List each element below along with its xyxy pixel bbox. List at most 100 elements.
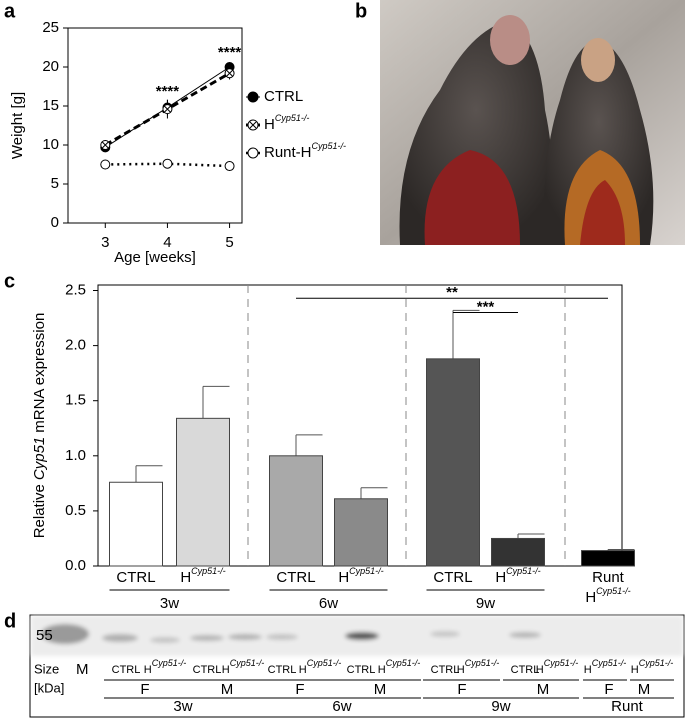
y-tick-label: 1.5 xyxy=(65,392,86,409)
y-tick-label: 0 xyxy=(51,214,59,231)
plot-frame xyxy=(67,27,243,224)
lane-label: CTRL xyxy=(511,664,540,676)
lane-label-base: H xyxy=(378,664,386,676)
x-axis-label: Age [weeks] xyxy=(114,249,196,266)
x-tick-label: HCyp51-/- xyxy=(180,566,225,586)
lane-label-base: CTRL xyxy=(112,664,141,676)
legend-label-base: CTRL xyxy=(264,88,303,105)
lane-label: HCyp51-/- xyxy=(584,658,626,676)
x-tick-label-line2: HCyp51-/- xyxy=(585,586,630,606)
series-line xyxy=(105,162,230,168)
bar xyxy=(176,417,230,567)
x-tick-label-base: H xyxy=(180,569,191,586)
blot-image xyxy=(31,616,683,656)
annotation: **** xyxy=(156,83,180,100)
annotation: **** xyxy=(218,44,242,61)
legend-label-base: H xyxy=(264,116,275,133)
panel-label: b xyxy=(355,0,367,22)
lane-label-superscript: Cyp51-/- xyxy=(386,658,421,668)
y-axis-label: Relative Cyp51 mRNA expression xyxy=(31,313,48,539)
lane-label: CTRL xyxy=(112,664,141,676)
lane-label: HCyp51-/- xyxy=(299,658,341,676)
data-point-cross xyxy=(226,69,233,77)
sex-label: F xyxy=(457,681,466,698)
lane-label-base: H xyxy=(144,664,152,676)
x-tick-label: HCyp51-/- xyxy=(338,566,383,586)
lane-label: HCyp51-/- xyxy=(457,658,499,676)
y-axis-label-part: Relative xyxy=(31,484,48,538)
x-tick-label-base: CTRL xyxy=(276,569,315,586)
x-tick-label-line2-superscript: Cyp51-/- xyxy=(596,586,631,596)
sex-label: M xyxy=(221,681,234,698)
data-point xyxy=(100,159,111,170)
y-axis-label-part: mRNA expression xyxy=(31,313,48,433)
lane-label-base: H xyxy=(584,664,592,676)
x-tick-label-base: H xyxy=(338,569,349,586)
lane-label-base: CTRL xyxy=(268,664,297,676)
data-point-cross xyxy=(101,141,109,149)
sex-label: M xyxy=(374,681,387,698)
bar xyxy=(426,358,480,567)
lane-label: CTRL xyxy=(347,664,376,676)
size-label: Size xyxy=(34,661,59,676)
y-tick-label: 0.0 xyxy=(65,557,86,574)
lane-label: HCyp51-/- xyxy=(536,658,578,676)
x-tick-label-superscript: Cyp51-/- xyxy=(349,566,384,576)
lane-label-superscript: Cyp51-/- xyxy=(152,658,187,668)
y-tick-label: 2.0 xyxy=(65,337,86,354)
lane-label-base: H xyxy=(299,664,307,676)
y-axis-label: Weight [g] xyxy=(9,92,26,159)
lane-label-superscript: Cyp51-/- xyxy=(544,658,579,668)
x-tick-label-base: CTRL xyxy=(116,569,155,586)
x-tick-label: 5 xyxy=(225,234,233,251)
bar xyxy=(491,537,545,567)
group-label: 3w xyxy=(173,698,192,715)
lane-label-base: CTRL xyxy=(431,664,460,676)
y-tick-label: 2.5 xyxy=(65,281,86,298)
panel-label: d xyxy=(4,610,16,632)
lane-label-base: CTRL xyxy=(347,664,376,676)
legend-label: CTRL xyxy=(264,88,303,105)
lane-label-superscript: Cyp51-/- xyxy=(230,658,265,668)
lane-label-base: H xyxy=(631,664,639,676)
y-tick-label: 10 xyxy=(42,136,59,153)
x-tick-label-base: Runt xyxy=(592,569,625,586)
x-tick-label: 4 xyxy=(163,234,171,251)
lane-label-superscript: Cyp51-/- xyxy=(465,658,500,668)
x-tick-label: Runt xyxy=(592,569,625,586)
group-label: 9w xyxy=(491,698,510,715)
sex-label: F xyxy=(140,681,149,698)
y-tick-label: 1.0 xyxy=(65,447,86,464)
bar xyxy=(334,498,388,567)
photo xyxy=(380,0,685,245)
sex-label: M xyxy=(638,681,651,698)
group-label: 9w xyxy=(476,595,495,612)
lane-label-base: H xyxy=(457,664,465,676)
x-tick-label-line2-base: H xyxy=(585,589,596,606)
kda-label: [kDa] xyxy=(34,680,64,695)
sex-label: F xyxy=(604,681,613,698)
lane-label: HCyp51-/- xyxy=(222,658,264,676)
y-tick-label: 15 xyxy=(42,97,59,114)
lane-label-base: CTRL xyxy=(511,664,540,676)
x-tick-label: CTRL xyxy=(276,569,315,586)
legend-marker-cross xyxy=(249,121,257,129)
ladder-label: M xyxy=(76,661,89,678)
sex-label: M xyxy=(537,681,550,698)
lane-label-base: CTRL xyxy=(193,664,222,676)
significance-label: *** xyxy=(477,299,495,316)
y-tick-label: 25 xyxy=(42,19,59,36)
data-point xyxy=(224,161,235,172)
lane-label-superscript: Cyp51-/- xyxy=(307,658,342,668)
bar xyxy=(581,550,635,567)
y-tick-label: 20 xyxy=(42,58,59,75)
marker-size: 55 xyxy=(36,627,53,644)
x-tick-label: HCyp51-/- xyxy=(495,566,540,586)
lane-label-base: H xyxy=(536,664,544,676)
y-axis-label-part: Cyp51 xyxy=(31,437,48,480)
data-point-cross xyxy=(164,105,171,113)
blot-frame xyxy=(29,614,685,718)
legend-label-base: Runt-H xyxy=(264,144,312,161)
